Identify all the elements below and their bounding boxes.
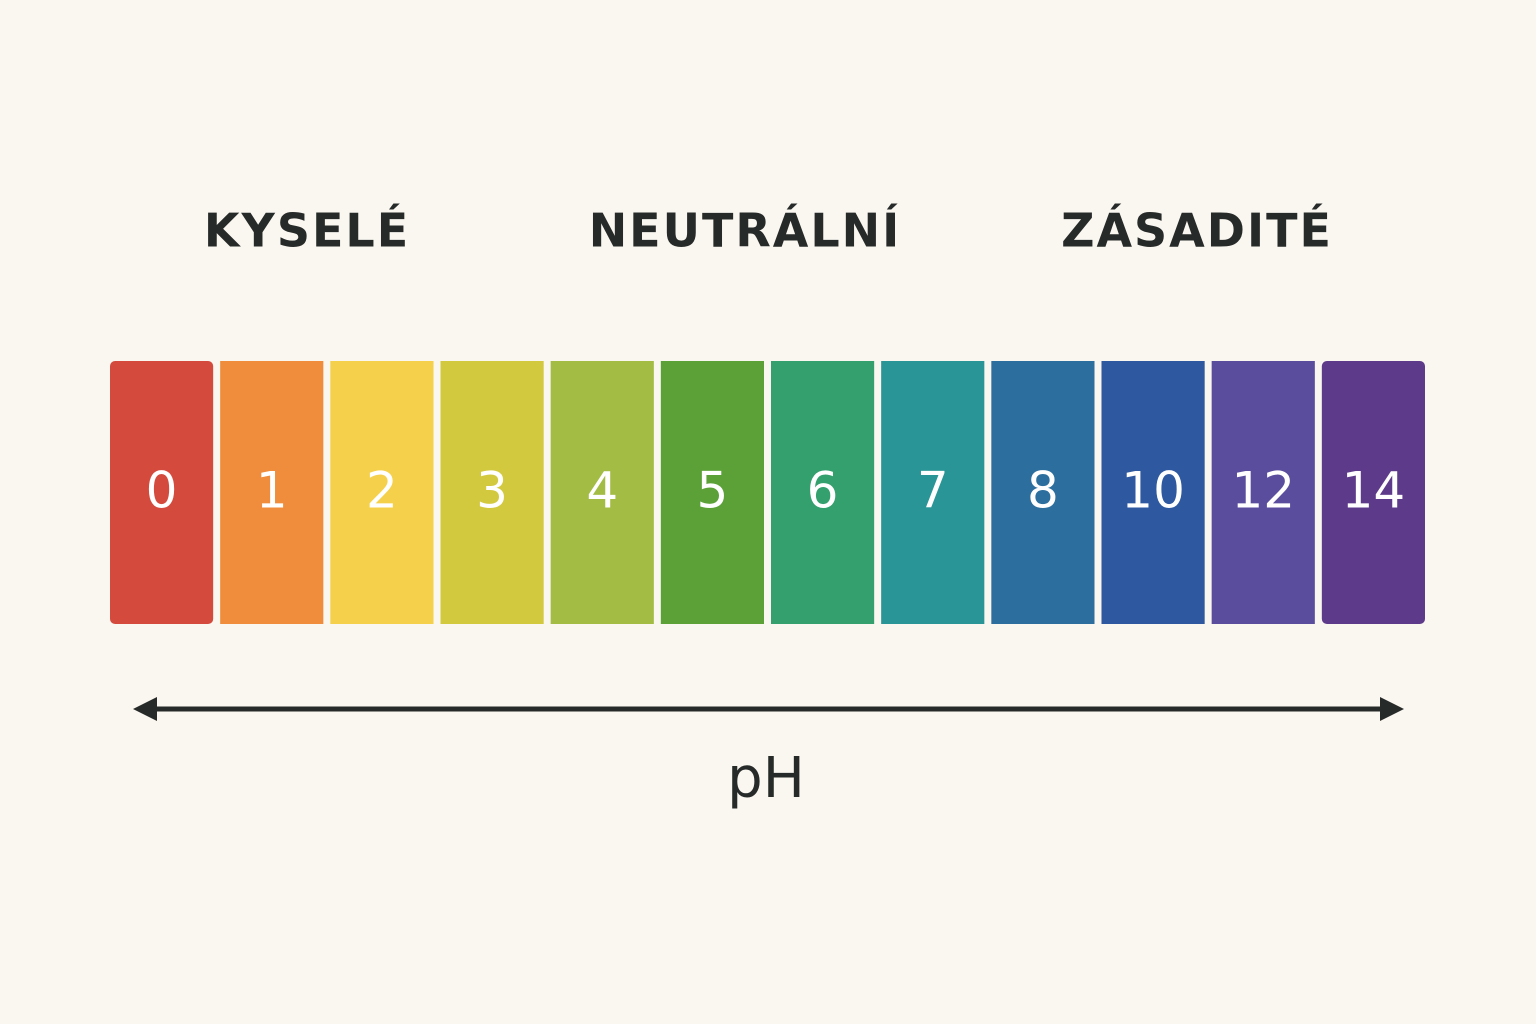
scale-segment bbox=[660, 361, 764, 624]
scale-segment bbox=[1321, 361, 1425, 624]
segment-label: 7 bbox=[917, 462, 949, 520]
segment-label: 14 bbox=[1342, 462, 1406, 520]
scale-segment bbox=[771, 361, 875, 624]
scale-segment bbox=[881, 361, 985, 624]
axis-label: pH bbox=[727, 746, 805, 811]
arrow-head-left bbox=[133, 697, 157, 721]
arrow-head-right bbox=[1380, 697, 1404, 721]
scale-strip: 0 1 2 3 4 5 6 7 8 10 12 14 bbox=[110, 361, 1425, 624]
scale-segment bbox=[330, 361, 434, 624]
segment-label: 5 bbox=[697, 462, 729, 520]
segment-label: 0 bbox=[146, 462, 178, 520]
segment-label: 3 bbox=[476, 462, 508, 520]
scale-segment bbox=[991, 361, 1095, 624]
scale-segment bbox=[440, 361, 544, 624]
heading: KYSELÉ bbox=[204, 204, 410, 258]
heading: NEUTRÁLNÍ bbox=[589, 204, 902, 258]
scale-segment bbox=[1211, 361, 1315, 624]
segment-label: 2 bbox=[366, 462, 398, 520]
segment-label: 12 bbox=[1231, 462, 1295, 520]
segment-label: 4 bbox=[586, 462, 618, 520]
scale-segment bbox=[1101, 361, 1205, 624]
segment-label: 10 bbox=[1121, 462, 1185, 520]
segment-label: 1 bbox=[256, 462, 288, 520]
scale-segment bbox=[220, 361, 324, 624]
heading: ZÁSADITÉ bbox=[1061, 204, 1333, 258]
segment-label: 8 bbox=[1027, 462, 1059, 520]
segment-label: 6 bbox=[807, 462, 839, 520]
scale-segment bbox=[550, 361, 654, 624]
scale-segment bbox=[110, 361, 214, 624]
